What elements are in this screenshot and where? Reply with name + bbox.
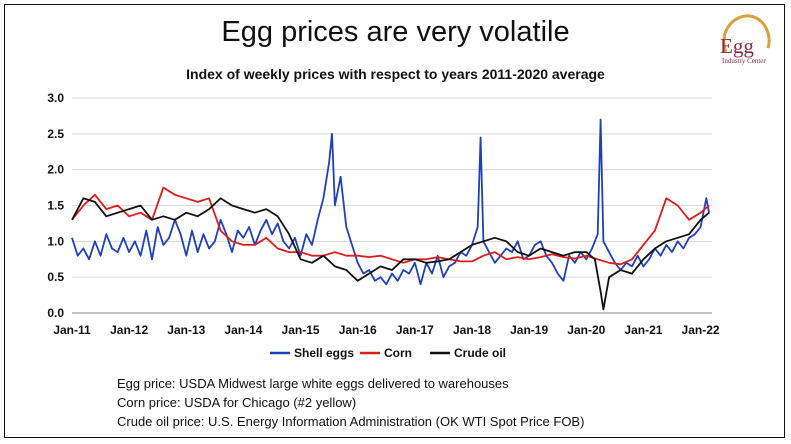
x-tick-label: Jan-17	[396, 323, 434, 337]
source-notes: Egg price: USDA Midwest large white eggs…	[117, 374, 584, 431]
chart-subtitle: Index of weekly prices with respect to y…	[186, 66, 605, 82]
x-tick-label: Jan-11	[53, 323, 91, 337]
note-corn: Corn price: USDA for Chicago (#2 yellow)	[117, 395, 357, 410]
x-tick-label: Jan-16	[339, 323, 377, 337]
legend-label-0: Shell eggs	[294, 346, 354, 360]
y-tick-label: 0.0	[47, 306, 64, 320]
y-tick-label: 0.5	[47, 270, 64, 284]
x-tick-label: Jan-22	[682, 323, 720, 337]
y-tick-label: 2.5	[47, 127, 64, 141]
series-line-2	[71, 197, 710, 311]
x-tick-label: Jan-20	[567, 323, 605, 337]
egg-logo-icon	[722, 14, 771, 53]
legend-label-2: Crude oil	[454, 346, 506, 360]
y-tick-labels: 0.0 0.5 1.0 1.5 2.0 2.5 3.0	[47, 91, 64, 320]
series-line-0	[71, 118, 710, 286]
logo-word: Egg	[720, 34, 754, 58]
x-tick-label: Jan-18	[453, 323, 491, 337]
x-tick-label: Jan-15	[282, 323, 320, 337]
x-tick-label: Jan-19	[510, 323, 548, 337]
legend: Shell eggs Corn Crude oil	[270, 346, 506, 360]
logo-subtitle: Industry Center	[722, 57, 766, 65]
y-tick-label: 3.0	[47, 91, 64, 105]
series-line-1	[71, 186, 710, 266]
x-tick-label: Jan-12	[110, 323, 148, 337]
note-oil: Crude oil price: U.S. Energy Information…	[117, 414, 585, 429]
chart-title: Egg prices are very volatile	[221, 16, 570, 48]
legend-label-1: Corn	[384, 346, 412, 360]
y-tick-label: 1.0	[47, 234, 64, 248]
y-tick-label: 1.5	[47, 199, 64, 213]
x-tick-label: Jan-14	[224, 323, 262, 337]
note-egg: Egg price: USDA Midwest large white eggs…	[117, 376, 509, 391]
x-tick-label: Jan-21	[624, 323, 662, 337]
x-tick-labels: Jan-11 Jan-12 Jan-13 Jan-14 Jan-15 Jan-16 Jan-…	[53, 323, 720, 337]
chart-frame	[4, 4, 785, 438]
y-tick-label: 2.0	[47, 163, 64, 177]
gridlines	[72, 97, 712, 314]
series-lines	[71, 118, 710, 311]
x-tick-label: Jan-13	[167, 323, 205, 337]
